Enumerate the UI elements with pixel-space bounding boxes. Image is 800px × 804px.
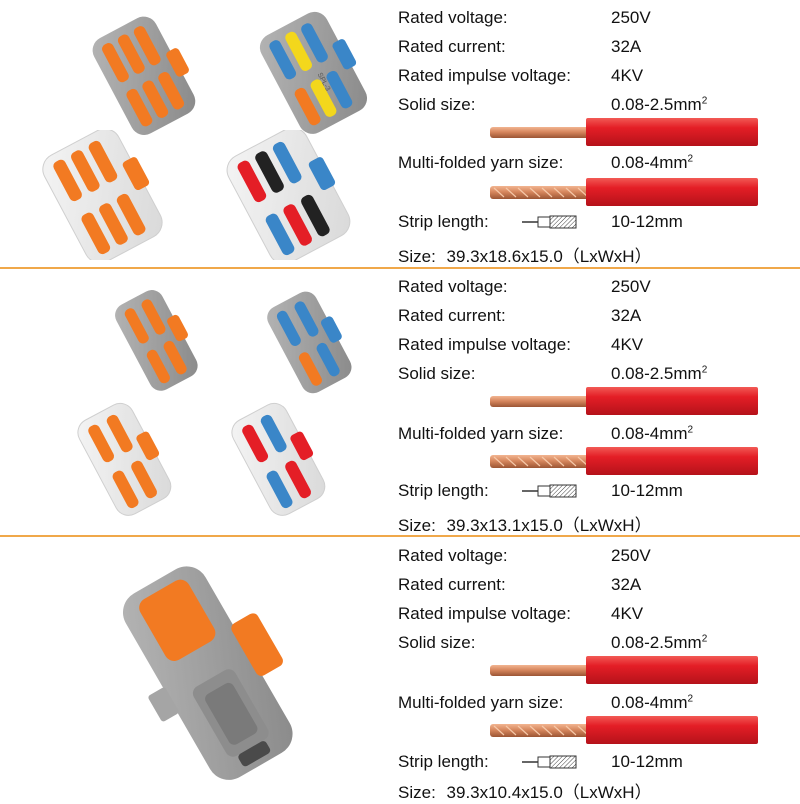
impulse-voltage-label: Rated impulse voltage: xyxy=(398,66,571,85)
stranded-wire-image xyxy=(490,178,758,206)
size-label: Size: xyxy=(398,247,436,266)
spec-section-1-way: Rated voltage: 250V Rated current: 32A R… xyxy=(0,538,800,804)
impulse-voltage-label: Rated impulse voltage: xyxy=(398,604,571,623)
size-label: Size: xyxy=(398,783,436,802)
spec-list: Rated voltage: 250V Rated current: 32A R… xyxy=(398,0,798,266)
rated-current-label: Rated current: xyxy=(398,575,506,594)
strip-length-value: 10-12mm xyxy=(611,481,683,500)
strip-length-icon xyxy=(522,484,577,498)
section-divider xyxy=(0,535,800,537)
solid-wire-image xyxy=(490,387,758,415)
connector-image-clear-orange xyxy=(77,402,172,516)
strip-length-label: Strip length: xyxy=(398,481,489,500)
connector-image-gray-orange xyxy=(92,16,196,135)
solid-size-label: Solid size: xyxy=(398,633,476,652)
connector-image-clear-color xyxy=(226,130,351,260)
rated-current-label: Rated current: xyxy=(398,306,506,325)
rated-current-value: 32A xyxy=(611,37,642,56)
strip-length-value: 10-12mm xyxy=(611,752,683,771)
rated-voltage-label: Rated voltage: xyxy=(398,277,508,296)
size-value: 39.3x18.6x15.0（LxWxH） xyxy=(446,247,652,266)
yarn-size-label: Multi-folded yarn size: xyxy=(398,693,564,712)
solid-size-value: 0.08-2.5mm xyxy=(611,364,702,383)
solid-size-value: 0.08-2.5mm xyxy=(611,95,702,114)
rated-voltage-value: 250V xyxy=(611,8,651,27)
yarn-size-value: 0.08-4mm xyxy=(611,153,688,172)
spec-list: Rated voltage: 250V Rated current: 32A R… xyxy=(398,538,798,804)
spec-section-3-way: SPL-3 xyxy=(0,0,800,266)
strip-length-label: Strip length: xyxy=(398,752,489,771)
yarn-size-value: 0.08-4mm xyxy=(611,424,688,443)
impulse-voltage-value: 4KV xyxy=(611,604,644,623)
size-label: Size: xyxy=(398,516,436,535)
yarn-size-value: 0.08-4mm xyxy=(611,693,688,712)
rated-voltage-label: Rated voltage: xyxy=(398,8,508,27)
rated-current-value: 32A xyxy=(611,306,642,325)
connector-image-gray-color: SPL-3 xyxy=(259,11,368,134)
stranded-wire-image xyxy=(490,447,758,475)
strip-length-icon xyxy=(522,755,577,769)
stranded-wire-image xyxy=(490,716,758,744)
size-row: Size: 39.3x10.4x15.0（LxWxH） xyxy=(398,778,652,803)
connector-image-gray-blue xyxy=(267,291,352,394)
yarn-size-label: Multi-folded yarn size: xyxy=(398,424,564,443)
rated-current-label: Rated current: xyxy=(398,37,506,56)
strip-length-value: 10-12mm xyxy=(611,212,683,231)
rated-voltage-value: 250V xyxy=(611,277,651,296)
rated-voltage-label: Rated voltage: xyxy=(398,546,508,565)
rated-voltage-value: 250V xyxy=(611,546,651,565)
strip-length-label: Strip length: xyxy=(398,212,489,231)
solid-size-value: 0.08-2.5mm xyxy=(611,633,702,652)
connector-image-gray-orange-single xyxy=(122,566,293,780)
spec-section-2-way: Rated voltage: 250V Rated current: 32A R… xyxy=(0,269,800,535)
connector-image-clear-color xyxy=(231,402,326,516)
solid-wire-image xyxy=(490,118,758,146)
connector-image-clear-orange xyxy=(42,130,163,260)
size-row: Size: 39.3x18.6x15.0（LxWxH） xyxy=(398,242,652,267)
yarn-size-label: Multi-folded yarn size: xyxy=(398,153,564,172)
product-images: SPL-3 xyxy=(0,0,390,266)
impulse-voltage-label: Rated impulse voltage: xyxy=(398,335,571,354)
rated-current-value: 32A xyxy=(611,575,642,594)
size-value: 39.3x10.4x15.0（LxWxH） xyxy=(446,783,652,802)
impulse-voltage-value: 4KV xyxy=(611,335,644,354)
impulse-voltage-value: 4KV xyxy=(611,66,644,85)
spec-list: Rated voltage: 250V Rated current: 32A R… xyxy=(398,269,798,535)
solid-wire-image xyxy=(490,656,758,684)
solid-size-label: Solid size: xyxy=(398,364,476,383)
product-images xyxy=(0,538,390,804)
connector-image-gray-orange xyxy=(115,290,198,391)
solid-size-label: Solid size: xyxy=(398,95,476,114)
product-images xyxy=(0,269,390,535)
size-row: Size: 39.3x13.1x15.0（LxWxH） xyxy=(398,511,652,536)
size-value: 39.3x13.1x15.0（LxWxH） xyxy=(446,516,652,535)
section-divider xyxy=(0,267,800,269)
strip-length-icon xyxy=(522,215,577,229)
